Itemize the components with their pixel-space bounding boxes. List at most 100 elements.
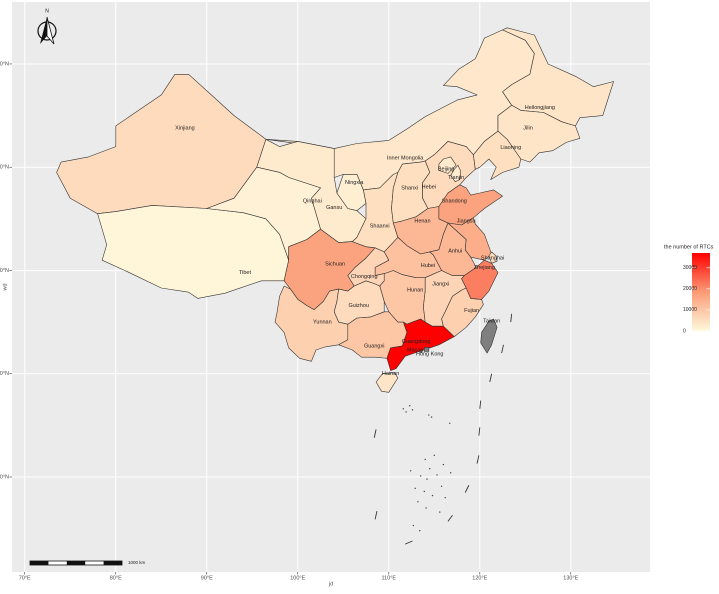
region-label: Fujian — [464, 308, 479, 314]
x-tick-label: 80°E — [110, 575, 122, 581]
region-label: Anhui — [448, 248, 462, 254]
x-tick-label: 90°E — [201, 575, 213, 581]
islet — [425, 507, 427, 509]
north-label: N — [45, 8, 49, 14]
y-axis-label: wd — [2, 283, 8, 291]
x-axis-label: jd — [328, 581, 333, 587]
region-label: Shanxi — [401, 185, 418, 191]
y-tick-label: 30°N — [0, 268, 9, 274]
legend: the number of RTCs 0 10000 20000 30000 — [664, 244, 714, 334]
region-label: Hunan — [407, 288, 423, 294]
islet — [442, 463, 445, 466]
region-label: Qinghai — [303, 199, 322, 205]
islet — [423, 490, 425, 493]
islet — [439, 511, 441, 513]
region — [336, 174, 367, 211]
region-label: Shaanxi — [370, 224, 390, 230]
y-tick-label: 50°N — [0, 61, 9, 67]
scale-bar-label: 1000 km — [128, 560, 146, 565]
legend-tick-label: 10000 — [683, 307, 697, 313]
scale-bar-segment — [103, 561, 122, 565]
region-label: Shandong — [442, 199, 467, 205]
region-label: Gansu — [326, 205, 342, 211]
islet — [444, 496, 446, 499]
islet — [430, 416, 433, 418]
legend-colorbar — [692, 253, 710, 331]
region-label: Sichuan — [325, 262, 345, 268]
scale-bar-segment — [30, 561, 49, 565]
region — [375, 372, 399, 393]
islet — [414, 487, 416, 490]
region-label: Guangxi — [364, 343, 385, 349]
x-tick-label: 130°E — [563, 575, 578, 581]
region — [347, 247, 390, 287]
region — [450, 164, 461, 182]
boundary-dash — [464, 485, 470, 493]
regions — [56, 27, 614, 393]
islet — [433, 454, 435, 457]
boundary-dash — [479, 400, 482, 409]
region — [480, 318, 498, 354]
region-label: Guizhou — [349, 303, 370, 309]
north-arrow: N — [37, 8, 57, 45]
region-label: Hubei — [421, 263, 435, 269]
boundary-dash — [373, 429, 377, 438]
islet — [411, 409, 414, 411]
islet — [426, 478, 428, 480]
scale-bar: 1000 km — [29, 560, 146, 566]
islet — [419, 475, 422, 477]
region-label: Hebei — [422, 184, 436, 190]
region-label: Macao — [407, 347, 424, 353]
islet — [419, 529, 421, 532]
islet — [436, 474, 438, 476]
scale-bar-segment — [66, 561, 86, 565]
region-labels: Xinjiang Tibet Qinghai Gansu Ningxia Inner Mo… — [175, 105, 555, 377]
region-label: Jiangsu — [457, 218, 476, 224]
legend-tick-label: 30000 — [683, 265, 697, 271]
region-label: Heilongjiang — [525, 105, 555, 111]
region-label: Hong Kong — [416, 352, 444, 358]
region — [488, 251, 498, 264]
region-label: Guangdong — [402, 339, 431, 345]
region-label: Jilin — [523, 125, 532, 131]
islet — [412, 524, 415, 527]
x-tick-label: 120°E — [472, 575, 487, 581]
region — [424, 347, 430, 352]
x-tick-label: 100°E — [290, 575, 305, 581]
islet — [431, 494, 434, 497]
region — [97, 205, 289, 299]
boundary-dash — [489, 373, 493, 383]
legend-tick-label: 0 — [683, 328, 686, 334]
legend-title: the number of RTCs — [664, 244, 714, 250]
region-label: Beijing — [438, 167, 455, 173]
boundary-dash — [478, 427, 481, 436]
region-label: Chongqing — [351, 274, 378, 280]
region-label: Taiwan — [483, 319, 500, 325]
x-tick-label: 70°E — [19, 575, 31, 581]
region-label: Shanghai — [481, 256, 504, 262]
boundary-dash — [404, 540, 413, 545]
region — [206, 166, 321, 261]
region-label: Yunnan — [313, 320, 332, 326]
islet — [417, 501, 419, 503]
region — [420, 350, 423, 353]
region — [438, 156, 457, 174]
region-label: Tianjin — [448, 175, 464, 181]
islet — [440, 485, 443, 487]
boundary-dash — [374, 510, 378, 520]
islet — [424, 458, 426, 461]
south-china-sea-islands — [373, 313, 513, 545]
region-label: Inner Mongolia — [387, 155, 424, 161]
region-label: Jiangxi — [432, 281, 449, 287]
region — [473, 130, 522, 180]
islet — [428, 414, 430, 416]
legend-tick-label: 20000 — [683, 286, 697, 292]
boundary-dash — [476, 455, 480, 464]
boundary-dash — [501, 344, 504, 354]
region-label: Ningxia — [345, 180, 364, 186]
islet — [405, 411, 407, 413]
y-tick-label: 20°N — [0, 371, 9, 377]
axes: 70°E 80°E 90°E 100°E 110°E 120°E 130°E 10°N 20°N… — [0, 61, 579, 587]
region-label: Xinjiang — [175, 125, 195, 131]
